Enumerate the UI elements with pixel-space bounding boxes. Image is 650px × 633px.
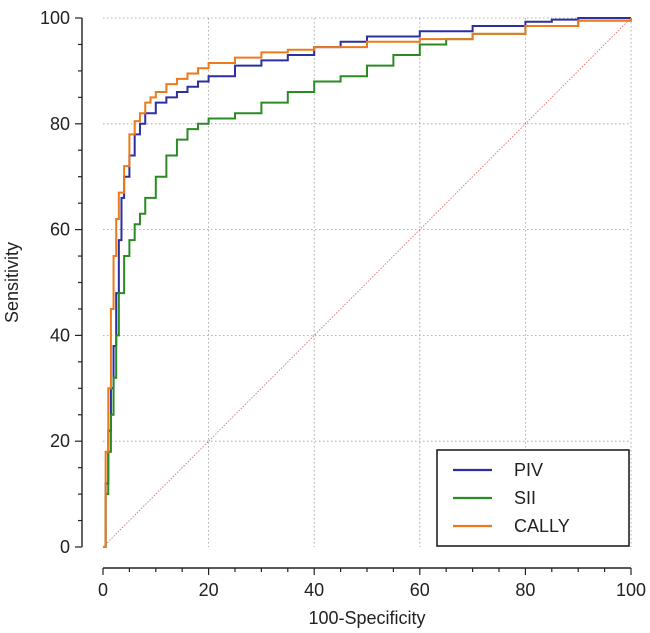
legend-label-cally: CALLY [514, 516, 570, 536]
x-tick-label: 0 [98, 580, 108, 600]
y-tick-label: 100 [40, 8, 70, 28]
x-tick-label: 80 [515, 580, 535, 600]
y-tick-label: 40 [50, 325, 70, 345]
y-axis-title: Sensitivity [2, 242, 22, 323]
x-tick-label: 40 [304, 580, 324, 600]
series-line-piv [103, 17, 631, 548]
x-axis-title: 100-Specificity [308, 608, 425, 628]
y-tick-label: 60 [50, 220, 70, 240]
y-tick-label: 80 [50, 114, 70, 134]
series-line-cally [103, 18, 632, 548]
x-tick-label: 20 [199, 580, 219, 600]
roc-curves [103, 17, 632, 548]
legend-label-sii: SII [514, 488, 536, 508]
legend-label-piv: PIV [514, 460, 543, 480]
grid-lines [103, 17, 632, 547]
x-tick-label: 60 [410, 580, 430, 600]
y-tick-label: 0 [60, 537, 70, 557]
legend: PIV SII CALLY [436, 449, 630, 547]
series-line-sii [103, 18, 632, 548]
x-tick-label: 100 [616, 580, 646, 600]
y-tick-label: 20 [50, 431, 70, 451]
tick-labels: 0 20 40 60 80 100 0 20 40 60 80 100 [40, 8, 646, 600]
